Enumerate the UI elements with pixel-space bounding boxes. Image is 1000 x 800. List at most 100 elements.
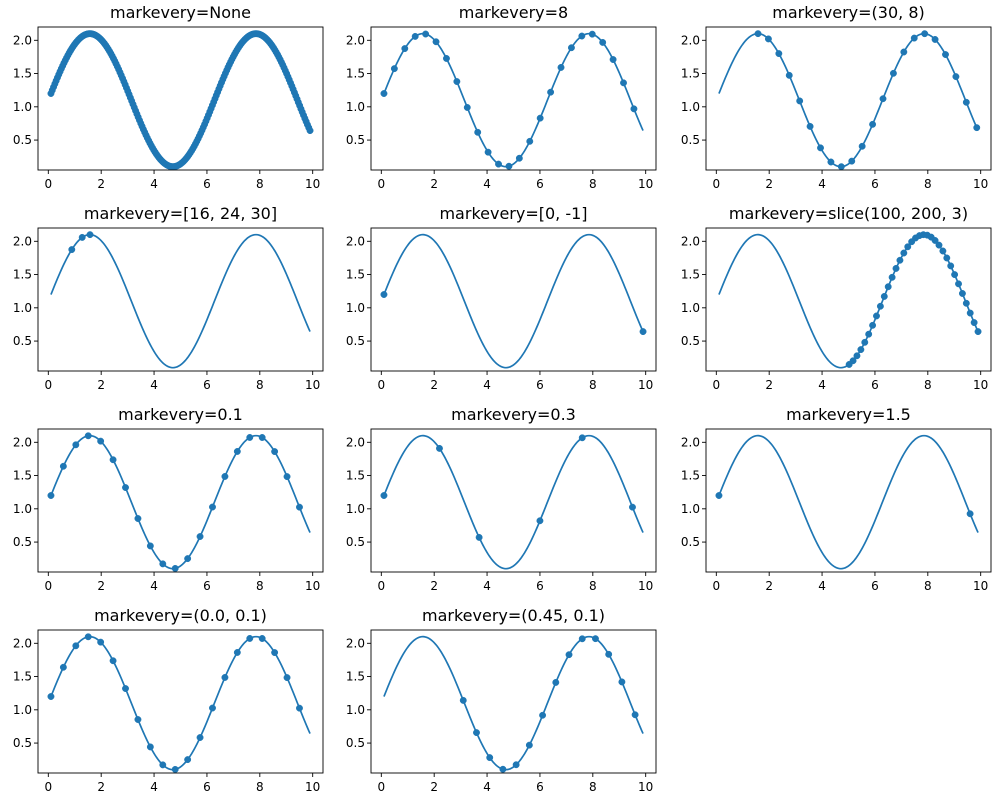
x-tick-label: 4 [483, 378, 491, 392]
data-point-marker [578, 434, 586, 442]
y-tick-label: 2.0 [346, 435, 365, 449]
y-tick-label: 2.0 [13, 435, 32, 449]
x-tick-label: 6 [536, 378, 544, 392]
data-point-marker [631, 711, 639, 719]
x-tick-label: 8 [924, 177, 932, 191]
data-point-marker [857, 346, 865, 354]
data-point-marker [122, 685, 129, 692]
x-tick-label: 8 [589, 378, 597, 392]
data-point-marker [942, 51, 949, 58]
subplot-10: markevery=(0.0, 0.1) 0 2 4 6 8 10 0.5 1.0 1.5 2.0 [13, 606, 324, 794]
data-point-marker [515, 154, 523, 162]
axes-frame [705, 227, 992, 372]
data-point-marker [109, 657, 117, 665]
data-point-marker [879, 95, 887, 103]
data-point-marker [525, 741, 533, 749]
data-point-marker [775, 50, 783, 58]
x-tick-label: 0 [44, 378, 52, 392]
x-tick-label: 4 [483, 177, 491, 191]
y-tick-label: 0.5 [346, 334, 365, 348]
x-tick-label: 10 [638, 177, 653, 191]
data-point-marker [599, 38, 607, 46]
y-tick-label: 2.0 [681, 435, 700, 449]
data-point-marker [896, 256, 904, 264]
data-point-marker [411, 32, 419, 40]
data-point-marker [246, 635, 254, 642]
y-tick-label: 0.5 [13, 535, 32, 549]
x-tick-label: 10 [305, 378, 320, 392]
x-tick-label: 8 [589, 780, 597, 794]
data-point-marker [159, 560, 167, 568]
data-point-marker [939, 247, 947, 255]
data-point-marker [258, 434, 266, 441]
x-tick-label: 2 [430, 378, 438, 392]
y-tick-label: 1.0 [13, 100, 32, 114]
x-tick-label: 4 [818, 579, 826, 593]
data-point-marker [473, 729, 480, 737]
x-tick-label: 10 [973, 177, 988, 191]
data-point-marker [921, 30, 929, 38]
data-point-marker [196, 533, 204, 540]
data-point-marker [306, 127, 314, 135]
data-point-marker [68, 246, 76, 254]
data-point-marker [84, 432, 92, 440]
y-tick-label: 2.0 [346, 636, 365, 650]
x-tick-label: 2 [97, 378, 105, 392]
axes-frame [370, 227, 657, 372]
data-point-marker [557, 63, 565, 71]
data-point-marker [171, 564, 179, 572]
y-tick-label: 2.0 [346, 234, 365, 248]
y-tick-label: 1.5 [346, 268, 365, 282]
data-point-marker [552, 678, 560, 686]
data-point-marker [889, 69, 897, 77]
x-tick-label: 6 [871, 177, 879, 191]
x-tick-label: 6 [203, 177, 211, 191]
x-tick-label: 2 [430, 177, 438, 191]
subplot-7: markevery=0.1 0 2 4 6 8 10 0.5 1.0 1.5 2.0 [13, 405, 324, 593]
y-tick-label: 1.5 [681, 268, 700, 282]
series-line [383, 233, 644, 369]
data-point-marker [837, 163, 845, 171]
data-point-marker [630, 105, 638, 113]
data-point-marker [184, 756, 192, 764]
data-point-marker [567, 44, 575, 52]
subplot-2: markevery=8 0 2 4 6 8 10 0.5 1.0 1.5 2.0 [346, 3, 657, 191]
data-point-marker [184, 555, 192, 563]
data-point-marker [849, 357, 857, 365]
data-point-marker [109, 456, 117, 464]
y-tick-label: 1.5 [346, 670, 365, 684]
data-point-marker [796, 97, 804, 105]
data-point-marker [443, 55, 450, 62]
x-tick-label: 8 [589, 177, 597, 191]
data-point-marker [609, 56, 617, 63]
x-tick-label: 6 [536, 177, 544, 191]
data-point-marker [958, 290, 966, 297]
data-point-marker [539, 711, 547, 719]
data-point-marker [955, 280, 962, 288]
data-point-marker [910, 34, 918, 42]
x-tick-label: 2 [97, 177, 105, 191]
data-point-marker [97, 437, 105, 445]
data-point-marker [296, 704, 303, 712]
data-point-marker [785, 71, 793, 79]
data-point-marker [865, 330, 873, 338]
data-point-marker [880, 292, 888, 300]
data-point-marker [764, 35, 772, 43]
series-line [50, 233, 311, 369]
y-tick-label: 0.5 [13, 133, 32, 147]
data-point-marker [475, 533, 483, 541]
subplot-title: markevery=8 [459, 3, 568, 22]
data-point-marker [966, 510, 974, 518]
data-point-marker [974, 328, 982, 336]
data-point-marker [620, 79, 627, 87]
data-point-marker [853, 352, 861, 360]
y-tick-label: 1.0 [13, 301, 32, 315]
data-point-marker [296, 503, 303, 511]
axes-frame [705, 26, 992, 171]
x-tick-label: 4 [150, 378, 158, 392]
x-tick-label: 8 [256, 378, 264, 392]
x-tick-label: 8 [924, 378, 932, 392]
x-tick-label: 8 [589, 579, 597, 593]
x-tick-label: 4 [150, 780, 158, 794]
data-point-marker [146, 542, 154, 550]
